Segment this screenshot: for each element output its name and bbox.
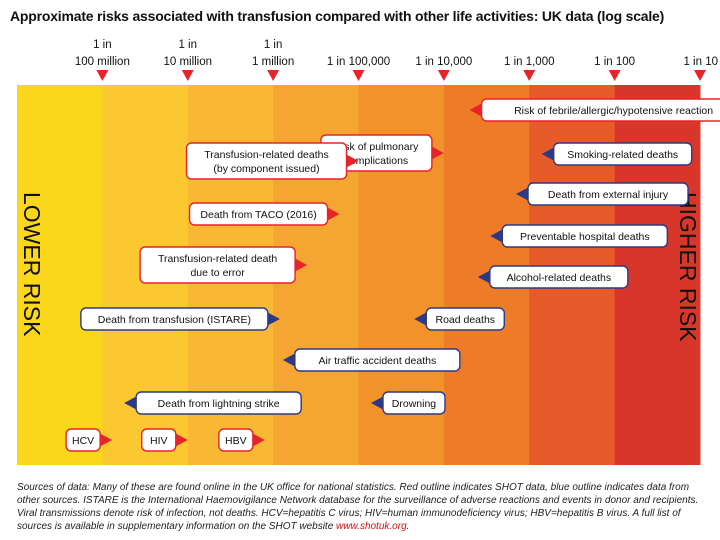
risk-item-label: (by component issued): [213, 163, 319, 175]
risk-item-label: HCV: [72, 435, 94, 447]
pointer-arrow: [266, 312, 280, 326]
risk-item-label: HBV: [225, 435, 247, 447]
background-band: [17, 85, 103, 465]
footnote-text: Sources of data: Many of these are found…: [17, 482, 699, 532]
pointer-arrow: [294, 258, 308, 272]
risk-item-label: Air traffic accident deaths: [319, 355, 437, 367]
footnote-end: .: [406, 521, 410, 532]
risk-item-box: [527, 182, 689, 206]
risk-item-label: Preventable hospital deaths: [520, 231, 650, 243]
shot-website-link[interactable]: www.shotuk.org: [336, 521, 407, 532]
axis-tick-label: 1 million: [252, 56, 294, 68]
pointer-arrow: [99, 433, 113, 447]
pointer-arrow: [370, 396, 384, 410]
axis-tick-label: 1 in 1,000: [504, 56, 555, 68]
axis-tick-label: 1 in 10,000: [415, 56, 472, 68]
risk-item-box: [185, 142, 348, 180]
risk-item-label: Death from lightning strike: [158, 398, 280, 410]
higher-risk-label: HIGHER RISK: [675, 192, 701, 342]
axis-tick-marker: [608, 70, 621, 81]
risk-item-label: Alcohol-related deaths: [507, 272, 611, 284]
risk-item-box: [489, 265, 629, 289]
risk-item-box: [553, 142, 693, 166]
axis-tick-label: 1 in: [264, 39, 283, 51]
risk-item-box: [218, 428, 254, 452]
axis-tick-label: 10 million: [163, 56, 212, 68]
risk-item-label: HIV: [150, 435, 168, 447]
axis-tick-label: 1 in: [93, 39, 112, 51]
risk-item-label: complications: [345, 155, 409, 167]
pointer-arrow: [541, 147, 555, 161]
pointer-arrow: [490, 229, 504, 243]
risk-chart: 1 in 100 million 1 in 10 million 1 in 1 milli…: [17, 39, 720, 465]
risk-item-label: Drowning: [392, 398, 437, 410]
risk-item-label: Risk of febrile/allergic/hypotensive rea…: [514, 105, 713, 117]
risk-item-box: [501, 224, 669, 248]
risk-item-box: [135, 391, 302, 415]
axis-tick-marker: [523, 70, 536, 81]
pointer-arrow: [174, 433, 188, 447]
axis-tick-label: 1 in 100,000: [327, 56, 390, 68]
axis-tick-label: 1 in 100: [594, 56, 635, 68]
axis-tick-label: 1 in 10: [683, 56, 718, 68]
axis-tick-marker: [694, 70, 706, 81]
sources-footnote: Sources of data: Many of these are found…: [17, 481, 709, 533]
risk-item-label: Risk of pulmonary: [334, 141, 419, 153]
pointer-arrow: [326, 207, 340, 221]
pointer-arrow: [124, 396, 138, 410]
axis-tick-marker: [96, 70, 109, 81]
axis-tick-marker: [267, 70, 280, 81]
axis-tick-marker: [352, 70, 365, 81]
risk-item-label: Transfusion-related death: [158, 253, 277, 265]
risk-item-box: [382, 391, 446, 415]
risk-item-box: [139, 246, 296, 284]
risk-item-label: Death from transfusion (ISTARE): [98, 314, 251, 326]
risk-item-label: Smoking-related deaths: [567, 149, 678, 161]
risk-item-label: Transfusion-related deaths: [204, 149, 329, 161]
chart-title: Approximate risks associated with transf…: [10, 8, 665, 24]
pointer-arrow: [477, 270, 491, 284]
axis-tick-marker: [181, 70, 194, 81]
axis-tick-label: 1 in: [178, 39, 197, 51]
risk-item-box: [80, 307, 269, 331]
pointer-arrow: [469, 103, 483, 117]
risk-item-box: [425, 307, 505, 331]
risk-item-box: [141, 428, 177, 452]
risk-item-label: Death from TACO (2016): [200, 209, 316, 221]
pointer-arrow: [414, 312, 428, 326]
risk-item-box: [65, 428, 101, 452]
pointer-arrow: [282, 353, 296, 367]
pointer-arrow: [251, 433, 265, 447]
pointer-arrow: [430, 146, 444, 160]
risk-item-label: due to error: [190, 267, 245, 279]
axis-tick-label: 100 million: [75, 56, 130, 68]
pointer-arrow: [516, 187, 530, 201]
axis-tick-marker: [437, 70, 450, 81]
risk-item-label: Death from external injury: [548, 189, 669, 201]
risk-item-label: Road deaths: [435, 314, 495, 326]
risk-item-box: [294, 348, 461, 372]
risk-item-box: [480, 98, 720, 122]
risk-item-box: [188, 202, 329, 226]
lower-risk-label: LOWER RISK: [19, 192, 45, 337]
pointer-arrow: [345, 154, 359, 168]
